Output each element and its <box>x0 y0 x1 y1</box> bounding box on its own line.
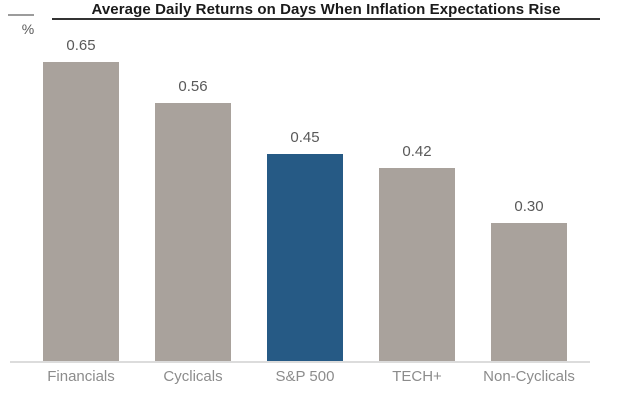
category-label-non-cyclicals: Non-Cyclicals <box>483 368 575 385</box>
category-label-financials: Financials <box>47 368 115 385</box>
axis-corner-tick <box>8 14 34 16</box>
bar-tech <box>379 168 455 362</box>
bar-value-label-tech: 0.42 <box>402 143 432 160</box>
category-label-s-p-500: S&P 500 <box>275 368 335 385</box>
bar-non-cyclicals <box>491 223 567 362</box>
y-axis-unit-label: % <box>21 21 35 37</box>
category-label-cyclicals: Cyclicals <box>163 368 223 385</box>
x-axis-line <box>10 361 590 363</box>
chart-title: Average Daily Returns on Days When Infla… <box>91 1 561 18</box>
bar-cyclicals <box>155 103 231 362</box>
bar-value-label-s-p-500: 0.45 <box>290 129 320 146</box>
bar-financials <box>43 62 119 362</box>
title-underline <box>52 18 600 20</box>
bar-value-label-financials: 0.65 <box>66 37 96 54</box>
bar-s-p-500 <box>267 154 343 362</box>
bar-value-label-cyclicals: 0.56 <box>178 78 208 95</box>
bar-value-label-non-cyclicals: 0.30 <box>514 198 544 215</box>
category-label-tech: TECH+ <box>392 368 442 385</box>
